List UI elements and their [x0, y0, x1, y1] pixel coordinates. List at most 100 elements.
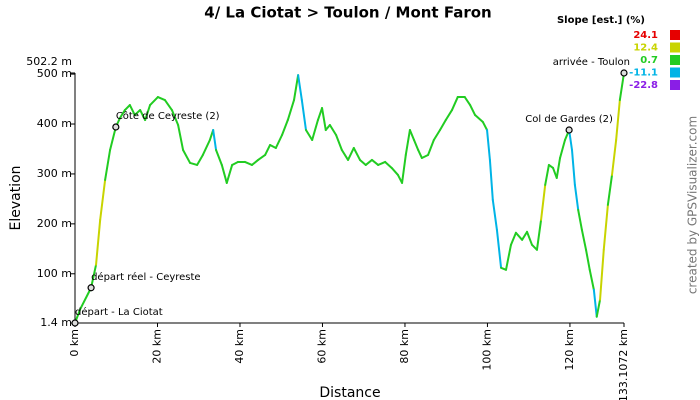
x-tick-label: 120 km	[563, 329, 576, 371]
profile-segment	[611, 138, 618, 176]
chart-title: 4/ La Ciotat > Toulon / Mont Faron	[204, 4, 491, 22]
profile-segment	[156, 96, 166, 102]
y-tick-label: 500 m	[37, 67, 72, 80]
profile-segment	[220, 163, 228, 184]
profile-segment	[420, 153, 430, 159]
waypoint	[87, 284, 95, 292]
profile-segment	[328, 124, 338, 137]
profile-segment	[559, 138, 566, 159]
legend-title: Slope [est.] (%)	[557, 15, 645, 26]
profile-segment	[196, 153, 204, 166]
profile-segment	[474, 114, 484, 124]
profile-segment	[359, 158, 367, 166]
y-tick-label: 200 m	[37, 217, 72, 230]
waypoint-label: départ - La Ciotat	[75, 306, 163, 318]
profile-segment	[535, 218, 543, 251]
profile-segment	[324, 124, 331, 132]
x-tick-label: 80 km	[398, 329, 411, 364]
profile-segment	[311, 119, 319, 141]
legend-label: 24.1	[633, 30, 658, 41]
waypoint-label: arrivée - Toulon	[553, 56, 630, 68]
legend-swatch	[670, 30, 680, 40]
profile-segment	[297, 74, 303, 102]
profile-segment	[544, 163, 550, 186]
profile-segment	[514, 231, 524, 241]
profile-segment	[163, 99, 173, 112]
profile-segment	[599, 248, 605, 301]
profile-segment	[144, 104, 152, 122]
profile-segment	[495, 228, 503, 269]
waypoint	[112, 123, 120, 131]
profile-segment	[588, 268, 595, 291]
profile-segment	[404, 129, 411, 156]
profile-segment	[177, 124, 185, 151]
profile-segment	[133, 109, 142, 117]
y-tick-label: 1.4 m	[40, 316, 72, 329]
waypoint	[71, 319, 79, 327]
x-tick-label: 40 km	[233, 329, 246, 364]
profile-segment	[401, 153, 407, 184]
profile-segment	[408, 129, 416, 141]
profile-segment	[384, 160, 393, 169]
credit: created by GPSVisualizer.com	[686, 116, 700, 294]
profile-segment	[370, 158, 380, 166]
x-tick-label: 60 km	[315, 329, 328, 364]
profile-segment	[526, 230, 533, 246]
profile-segment	[486, 129, 491, 161]
profile-segment	[427, 138, 435, 156]
profile-segment	[78, 286, 93, 311]
profile-segment	[540, 183, 547, 221]
waypoint-label: Col de Gardes (2)	[525, 114, 613, 125]
profile-segment	[450, 96, 459, 112]
profile-segment	[286, 99, 296, 122]
x-tick-label: 0 km	[68, 329, 81, 357]
profile-segment	[123, 104, 131, 112]
profile-segment	[571, 148, 576, 186]
y-tick-label: 502.2 m	[26, 55, 72, 68]
legend-swatch	[670, 55, 680, 65]
y-tick-label: 400 m	[37, 117, 72, 130]
profile-segment	[432, 129, 442, 141]
profile-segment	[555, 156, 562, 179]
profile-segment	[257, 153, 267, 161]
profile-segment	[99, 178, 107, 221]
profile-segment	[352, 146, 362, 161]
legend-label: -22.8	[629, 80, 658, 91]
profile-segment	[170, 109, 180, 127]
profile-segment	[377, 160, 387, 166]
profile-segment	[618, 72, 625, 102]
profile-segment	[109, 126, 117, 151]
profile-segment	[293, 74, 300, 102]
legend-label: 0.7	[640, 55, 658, 66]
profile-segment	[390, 166, 399, 176]
profile-segment	[212, 129, 218, 151]
profile-segment	[491, 198, 498, 231]
profile-segment	[592, 288, 598, 318]
profile-segment	[250, 158, 260, 166]
profile-segment	[304, 129, 314, 141]
y-axis-title: Elevation	[8, 165, 24, 230]
legend-swatch	[670, 67, 680, 78]
profile-segment	[201, 138, 211, 156]
profile-segment	[95, 218, 102, 266]
profile-segment	[580, 228, 588, 251]
x-axis-title: Distance	[319, 385, 380, 400]
profile-segment	[139, 109, 147, 122]
profile-segment	[264, 143, 272, 156]
y-tick-label: 300 m	[37, 167, 72, 180]
profile-segment	[269, 143, 277, 149]
profile-segment	[413, 138, 420, 151]
profile-segment	[90, 263, 98, 289]
profile-segment	[585, 248, 591, 271]
profile-segment	[225, 163, 234, 184]
profile-segment	[281, 119, 289, 137]
profile-segment	[444, 109, 453, 122]
waypoint	[565, 126, 573, 134]
x-tick-label: 20 km	[150, 329, 163, 364]
profile-segment	[573, 183, 580, 211]
legend-swatch	[670, 42, 680, 53]
x-tick-label: 133.1072 km	[617, 329, 630, 400]
profile-segment	[602, 203, 609, 251]
